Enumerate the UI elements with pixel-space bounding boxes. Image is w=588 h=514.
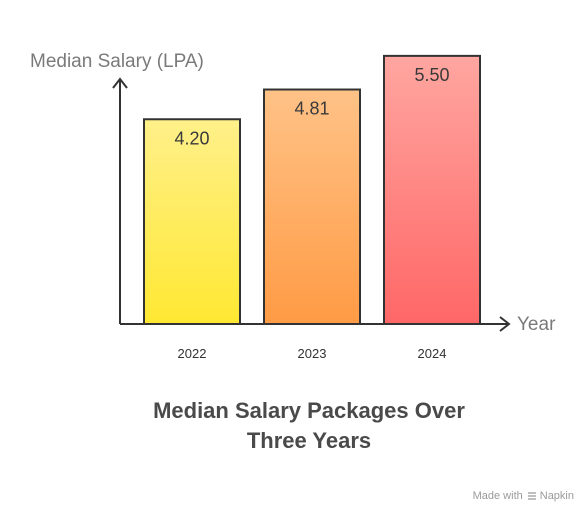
y-axis-arrow-icon [112, 77, 128, 89]
bar-2023 [263, 88, 361, 325]
x-tick-label-2024: 2024 [418, 346, 447, 361]
made-with-napkin-credit: Made with Napkin [473, 490, 574, 502]
chart-title-line-2: Three Years [247, 428, 371, 453]
x-tick-label-2022: 2022 [178, 346, 207, 361]
made-with-label: Made with [472, 490, 523, 502]
y-axis-title: Median Salary (LPA) [30, 51, 204, 72]
bar-value-label-2023: 4.81 [294, 99, 329, 119]
napkin-logo-icon [527, 492, 536, 500]
napkin-brand-label: Napkin [539, 490, 574, 502]
x-axis-arrow-icon [499, 316, 511, 332]
bar-2022 [143, 118, 241, 325]
bar-value-label-2022: 4.20 [174, 128, 209, 148]
bar-2024 [383, 54, 481, 325]
bar-value-label-2024: 5.50 [414, 65, 449, 85]
x-tick-label-2023: 2023 [298, 346, 327, 361]
x-axis-title: Year [517, 314, 556, 335]
chart-title-line-1: Median Salary Packages Over [153, 398, 465, 423]
napkin-brand: Napkin [527, 490, 574, 502]
